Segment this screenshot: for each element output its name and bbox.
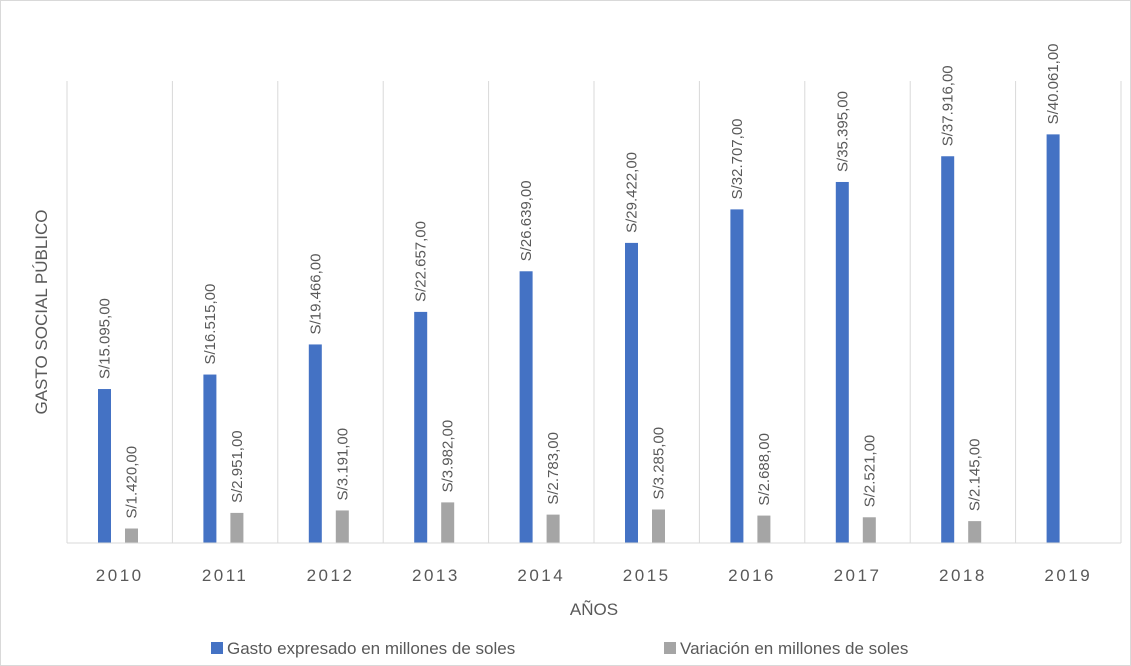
data-label-gasto-2018: S/37.916,00 <box>940 65 957 146</box>
x-tick-label: 2015 <box>623 566 671 585</box>
legend-swatch-gasto <box>211 642 223 654</box>
data-label-variacion-2016: S/2.688,00 <box>756 433 773 506</box>
x-tick-label: 2011 <box>202 566 249 585</box>
x-tick-label: 2019 <box>1044 566 1092 585</box>
data-label-gasto-2013: S/22.657,00 <box>413 221 430 302</box>
x-tick-label: 2016 <box>728 566 776 585</box>
x-tick-labels: 2010 2011 2012 2013 2014 2015 2016 2017 2018 2019 <box>96 566 1092 585</box>
data-label-gasto-2012: S/19.466,00 <box>307 254 324 335</box>
data-label-gasto-2015: S/29.422,00 <box>624 152 641 233</box>
data-label-variacion-2011: S/2.951,00 <box>229 430 246 503</box>
x-tick-label: 2013 <box>412 566 460 585</box>
bar-variacion-2015 <box>652 509 665 543</box>
data-label-variacion-2012: S/3.191,00 <box>334 428 351 501</box>
bar-gasto-2019 <box>1046 134 1060 543</box>
legend: Gasto expresado en millones de soles Vari… <box>211 639 908 658</box>
x-tick-label: 2012 <box>307 566 355 585</box>
bar-gasto-2016 <box>730 209 744 543</box>
x-tick-label: 2010 <box>96 566 144 585</box>
data-label-gasto-2010: S/15.095,00 <box>97 298 114 379</box>
bar-variacion-2014 <box>546 514 560 543</box>
data-label-gasto-2019: S/40.061,00 <box>1045 43 1062 124</box>
x-axis-title: AÑOS <box>570 600 618 619</box>
data-labels: S/15.095,00 S/16.515,00 S/19.466,00 S/22.65… <box>97 43 1063 518</box>
data-label-variacion-2014: S/2.783,00 <box>545 432 562 505</box>
data-label-variacion-2010: S/1.420,00 <box>124 446 141 519</box>
legend-swatch-variacion <box>664 642 676 654</box>
x-tick-label: 2018 <box>939 566 987 585</box>
x-tick-label: 2017 <box>834 566 882 585</box>
data-label-gasto-2011: S/16.515,00 <box>202 284 219 365</box>
bar-gasto-2018 <box>941 156 955 543</box>
bar-gasto-2013 <box>414 311 428 543</box>
x-tick-label: 2014 <box>517 566 565 585</box>
data-label-gasto-2017: S/35.395,00 <box>834 91 851 172</box>
bar-variacion-2010 <box>125 528 138 543</box>
data-label-gasto-2014: S/26.639,00 <box>518 180 535 261</box>
bar-gasto-2014 <box>519 271 533 543</box>
data-label-variacion-2017: S/2.521,00 <box>861 435 878 508</box>
bar-variacion-2013 <box>441 502 455 543</box>
bar-variacion-2012 <box>335 510 349 543</box>
bar-variacion-2017 <box>862 517 876 543</box>
bar-gasto-2011 <box>203 374 217 543</box>
y-axis-title: GASTO SOCIAL PÚBLICO <box>32 209 51 414</box>
data-label-gasto-2016: S/32.707,00 <box>729 118 746 199</box>
bar-gasto-2017 <box>835 181 849 543</box>
bars <box>98 134 1060 543</box>
bar-variacion-2016 <box>757 515 771 543</box>
legend-label-gasto: Gasto expresado en millones de soles <box>227 639 515 658</box>
bar-gasto-2015 <box>625 242 638 543</box>
bar-gasto-2010 <box>98 389 111 543</box>
legend-label-variacion: Variación en millones de soles <box>680 639 908 658</box>
bar-variacion-2018 <box>968 521 982 543</box>
data-label-variacion-2013: S/3.982,00 <box>440 420 457 493</box>
data-label-variacion-2018: S/2.145,00 <box>967 439 984 512</box>
bar-variacion-2011 <box>230 512 244 543</box>
data-label-variacion-2015: S/3.285,00 <box>651 427 668 500</box>
bar-gasto-2012 <box>308 344 322 543</box>
gridlines <box>66 81 1122 543</box>
